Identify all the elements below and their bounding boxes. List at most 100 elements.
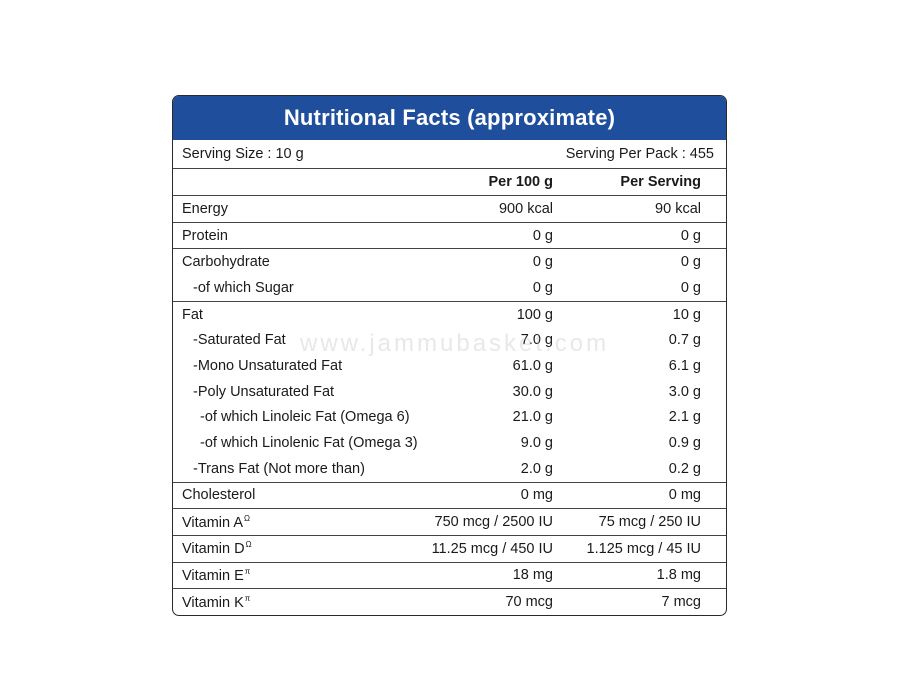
- nutrient-name-text: Vitamin E: [182, 567, 244, 584]
- nutrient-row: -of which Linolenic Fat (Omega 3) 9.0 g 0.…: [173, 430, 726, 456]
- value-per-100g: 61.0 g: [512, 357, 553, 374]
- serving-per-pack: Serving Per Pack : 455: [565, 146, 714, 162]
- nutrient-name-text: -Saturated Fat: [193, 332, 286, 349]
- value-per-serving: 3.0 g: [668, 383, 701, 400]
- value-per-serving: 0 g: [680, 279, 701, 296]
- nutrient-name-text: Vitamin D: [182, 541, 245, 558]
- value-per-serving: 1.8 mg: [656, 567, 701, 584]
- value-per-100g: 900 kcal: [498, 200, 553, 217]
- nutrient-name-text: Protein: [182, 227, 228, 244]
- nutrient-name: Vitamin DΩ: [173, 540, 428, 557]
- value-per-serving: 0 mg: [668, 487, 701, 504]
- nutrient-group: Vitamin Eπ 18 mg 1.8 mg: [173, 563, 726, 590]
- nutrient-name-text: -Trans Fat (Not more than): [193, 460, 365, 477]
- nutrient-row: Protein 0 g 0 g: [173, 223, 726, 249]
- nutrient-row: Vitamin DΩ 11.25 mcg / 450 IU 1.125 mcg / …: [173, 536, 726, 562]
- value-per-serving: 75 mcg / 250 IU: [598, 514, 701, 531]
- nutrient-name-text: Vitamin A: [182, 514, 243, 531]
- nutrient-name-text: Carbohydrate: [182, 254, 270, 271]
- value-per-100g: 30.0 g: [512, 383, 553, 400]
- nutrient-name: Vitamin Kπ: [173, 594, 428, 611]
- nutrient-name: -Trans Fat (Not more than): [173, 461, 428, 477]
- value-per-100g: 9.0 g: [520, 435, 553, 452]
- nutrient-name: -Mono Unsaturated Fat: [173, 358, 428, 374]
- nutrient-footnote-mark: π: [244, 566, 251, 576]
- nutrient-row: Carbohydrate 0 g 0 g: [173, 249, 726, 275]
- nutrient-name-text: Energy: [182, 200, 228, 217]
- value-per-serving: 6.1 g: [668, 357, 701, 374]
- nutrient-footnote-mark: Ω: [244, 513, 250, 523]
- nutrient-row: -Saturated Fat 7.0 g 0.7 g: [173, 327, 726, 353]
- nutrient-row: -of which Sugar 0 g 0 g: [173, 275, 726, 301]
- nutrient-row: Fat 100 g 10 g: [173, 302, 726, 328]
- value-per-serving: 2.1 g: [668, 409, 701, 426]
- nutrient-group: Fat 100 g 10 g -Saturated Fat 7.0 g 0.7 g -Mon…: [173, 302, 726, 483]
- value-per-serving: 10 g: [672, 306, 701, 323]
- nutrient-name: Vitamin AΩ: [173, 514, 428, 531]
- panel-title: Nutritional Facts (approximate): [173, 96, 726, 140]
- nutrient-name-text: -of which Linoleic Fat (Omega 6): [200, 409, 410, 426]
- nutrient-name: -of which Linoleic Fat (Omega 6): [173, 409, 428, 425]
- nutrient-row: Vitamin Eπ 18 mg 1.8 mg: [173, 563, 726, 589]
- nutrient-row: Cholesterol 0 mg 0 mg: [173, 483, 726, 509]
- nutrient-name-text: Vitamin K: [182, 594, 244, 611]
- nutrient-row: Vitamin Kπ 70 mcg 7 mcg: [173, 589, 726, 615]
- value-per-serving: 90 kcal: [655, 200, 701, 217]
- value-per-100g: 750 mcg / 2500 IU: [434, 514, 554, 531]
- nutrient-name-text: -of which Sugar: [193, 279, 294, 296]
- nutrient-name: Cholesterol: [173, 487, 428, 503]
- value-per-serving: 0 g: [680, 254, 701, 271]
- value-per-100g: 0 g: [532, 279, 553, 296]
- nutrient-row: Vitamin AΩ 750 mcg / 2500 IU 75 mcg / 250 …: [173, 509, 726, 535]
- nutrient-group: Vitamin Kπ 70 mcg 7 mcg: [173, 589, 726, 615]
- value-per-serving: 0.2 g: [668, 460, 701, 477]
- nutrition-facts-panel: Nutritional Facts (approximate) Serving …: [172, 95, 727, 616]
- nutrient-name-text: -Poly Unsaturated Fat: [193, 383, 335, 400]
- value-per-100g: 0 g: [532, 227, 553, 244]
- nutrient-row: -Mono Unsaturated Fat 61.0 g 6.1 g: [173, 353, 726, 379]
- value-per-serving: 7 mcg: [661, 594, 702, 611]
- value-per-serving: 0.7 g: [668, 332, 701, 349]
- nutrient-name: Carbohydrate: [173, 254, 428, 270]
- nutrient-row: -Poly Unsaturated Fat 30.0 g 3.0 g: [173, 379, 726, 405]
- nutrient-group: Vitamin AΩ 750 mcg / 2500 IU 75 mcg / 250 …: [173, 509, 726, 536]
- nutrient-name: Protein: [173, 228, 428, 244]
- nutrient-name: Energy: [173, 201, 428, 217]
- nutrient-group: Carbohydrate 0 g 0 g -of which Sugar 0 g 0 g: [173, 249, 726, 302]
- nutrient-name: Fat: [173, 307, 428, 323]
- value-per-100g: 0 g: [532, 254, 553, 271]
- value-per-100g: 18 mg: [512, 567, 553, 584]
- nutrient-name: -Poly Unsaturated Fat: [173, 384, 428, 400]
- nutrient-row: Energy 900 kcal 90 kcal: [173, 196, 726, 222]
- value-per-100g: 70 mcg: [505, 594, 553, 611]
- serving-size: Serving Size : 10 g: [182, 146, 304, 162]
- nutrient-row: -of which Linoleic Fat (Omega 6) 21.0 g 2.…: [173, 405, 726, 431]
- value-per-100g: 0 mg: [520, 487, 553, 504]
- nutrient-name: Vitamin Eπ: [173, 567, 428, 584]
- nutrient-group: Vitamin DΩ 11.25 mcg / 450 IU 1.125 mcg / …: [173, 536, 726, 563]
- nutrient-name-text: Cholesterol: [182, 487, 256, 504]
- value-per-serving: 1.125 mcg / 45 IU: [586, 540, 701, 557]
- nutrient-group: Cholesterol 0 mg 0 mg: [173, 483, 726, 510]
- nutrient-group: Energy 900 kcal 90 kcal: [173, 196, 726, 223]
- nutrient-name-text: Fat: [182, 306, 203, 323]
- value-per-100g: 7.0 g: [520, 332, 553, 349]
- column-header-row: Per 100 g Per Serving: [173, 169, 726, 196]
- header-per-serving: Per Serving: [620, 174, 701, 190]
- nutrient-footnote-mark: π: [244, 593, 251, 603]
- nutrient-name: -Saturated Fat: [173, 332, 428, 348]
- value-per-serving: 0.9 g: [668, 435, 701, 452]
- value-per-100g: 2.0 g: [520, 460, 553, 477]
- header-per-100g: Per 100 g: [488, 174, 554, 190]
- nutrient-footnote-mark: Ω: [245, 540, 252, 550]
- nutrient-name-text: -of which Linolenic Fat (Omega 3): [200, 435, 418, 452]
- value-per-serving: 0 g: [680, 227, 701, 244]
- nutrient-group: Protein 0 g 0 g: [173, 223, 726, 250]
- nutrient-name-text: -Mono Unsaturated Fat: [193, 357, 343, 374]
- nutrient-row: -Trans Fat (Not more than) 2.0 g 0.2 g: [173, 456, 726, 482]
- nutrient-name: -of which Linolenic Fat (Omega 3): [173, 435, 428, 451]
- serving-info-row: Serving Size : 10 g Serving Per Pack : 4…: [173, 140, 726, 169]
- value-per-100g: 11.25 mcg / 450 IU: [431, 540, 553, 557]
- value-per-100g: 21.0 g: [512, 409, 553, 426]
- value-per-100g: 100 g: [516, 306, 553, 323]
